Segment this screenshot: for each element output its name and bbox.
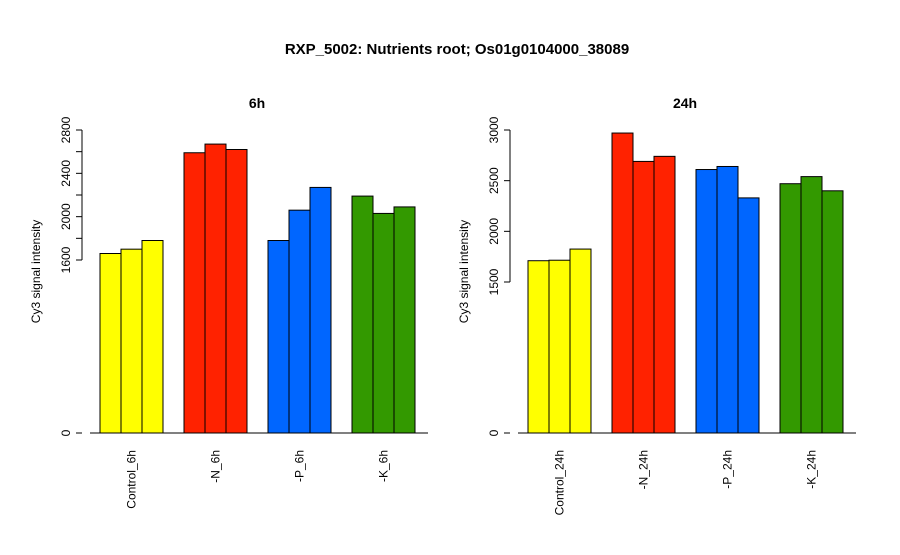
x-category-label: Control_24h [553, 450, 567, 515]
y-axis-label: Cy3 signal intensity [457, 220, 471, 323]
x-category-label: -N_6h [209, 450, 223, 483]
bar [393, 206, 416, 434]
bar [309, 186, 332, 434]
x-category-label: -K_6h [377, 450, 391, 482]
x-category-label: -K_24h [805, 450, 819, 489]
bar [183, 152, 206, 434]
panel-title: 6h [249, 95, 265, 111]
y-tick-label: 0 [59, 429, 73, 436]
bar [800, 176, 823, 434]
panel-title: 24h [673, 95, 697, 111]
y-tick-label: 2000 [59, 203, 73, 230]
bar [225, 149, 248, 434]
bar [779, 183, 802, 434]
y-tick-label: 2000 [487, 218, 501, 245]
y-tick-label: 0 [487, 429, 501, 436]
figure-title: RXP_5002: Nutrients root; Os01g0104000_3… [285, 41, 629, 58]
bar [288, 209, 311, 434]
bar [737, 197, 760, 434]
y-tick-label: 1500 [487, 268, 501, 295]
bar [611, 132, 634, 434]
bar [204, 143, 227, 434]
y-tick-label: 1600 [59, 246, 73, 273]
chart-panel: 24h Cy3 signal intensity 0 1500 2000 2500 3000… [457, 95, 856, 515]
bar [372, 212, 395, 434]
chart-panels: 6h Cy3 signal intensity 0 1600 2000 2400 2800 C… [29, 95, 856, 515]
bar [141, 240, 164, 434]
bar [99, 253, 122, 434]
x-category-label: -P_6h [293, 450, 307, 482]
bar [120, 248, 143, 434]
bar [821, 190, 844, 434]
bar [267, 240, 290, 434]
y-tick-label: 3000 [487, 116, 501, 143]
x-category-label: -P_24h [721, 450, 735, 489]
bar [548, 259, 571, 434]
bar [632, 160, 655, 434]
bar [716, 165, 739, 434]
y-tick-label: 2800 [59, 116, 73, 143]
bar [653, 155, 676, 434]
bar [569, 248, 592, 434]
y-axis-label: Cy3 signal intensity [29, 220, 43, 323]
x-category-label: -N_24h [637, 450, 651, 489]
chart-panel: 6h Cy3 signal intensity 0 1600 2000 2400 2800 C… [29, 95, 428, 509]
bar [351, 195, 374, 434]
x-category-label: Control_6h [125, 450, 139, 509]
bar [695, 169, 718, 434]
y-tick-label: 2500 [487, 167, 501, 194]
bar [527, 260, 550, 434]
y-tick-label: 2400 [59, 160, 73, 187]
